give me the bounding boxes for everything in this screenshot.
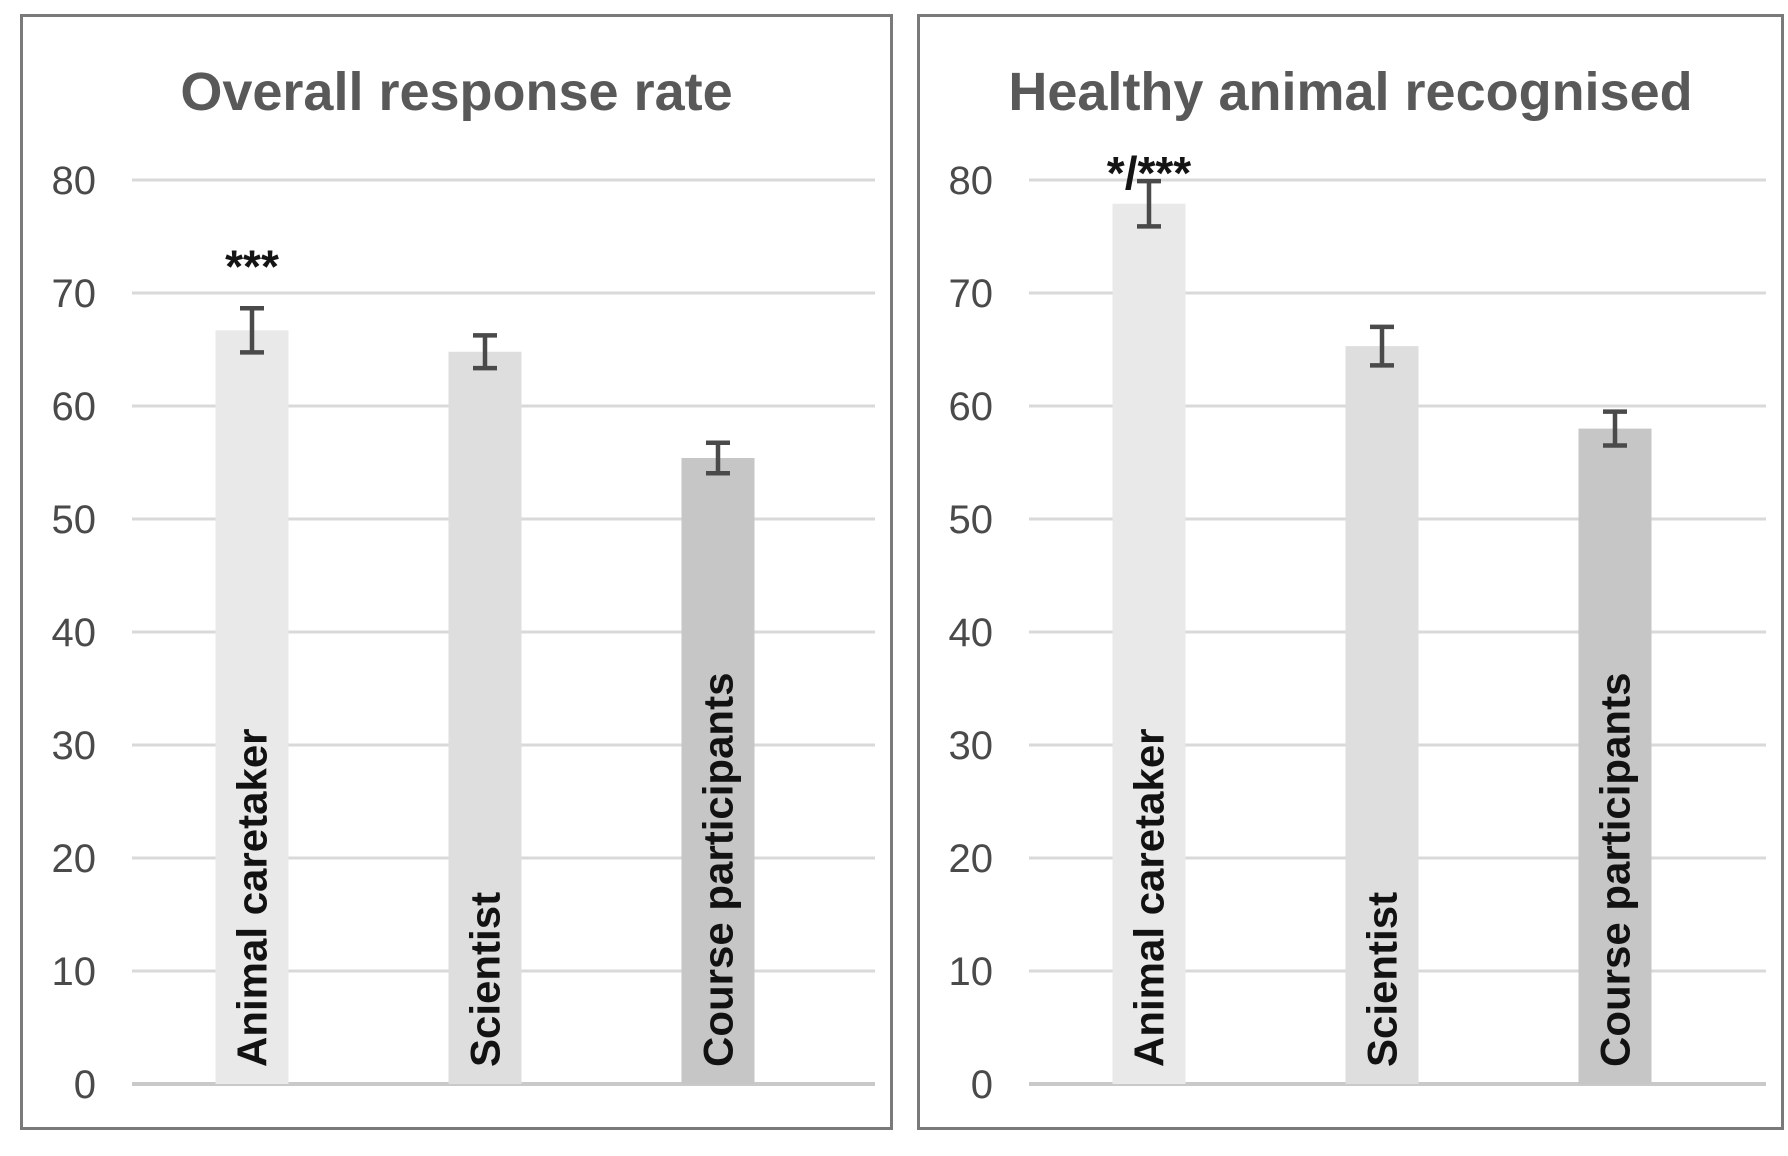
category-label-scientist: Scientist <box>1359 892 1406 1067</box>
bar-scientist <box>448 351 522 1084</box>
error-bar-animal-caretaker <box>1137 178 1161 229</box>
bar-animal-caretaker <box>215 330 289 1084</box>
category-label-animal-caretaker: Animal caretaker <box>229 728 276 1067</box>
bar-animal-caretaker <box>1112 203 1186 1085</box>
y-tick-label-40: 40 <box>52 611 97 655</box>
y-tick-label-10: 10 <box>949 950 994 994</box>
bar-course-participants <box>681 457 755 1085</box>
y-tick-label-30: 30 <box>52 724 97 768</box>
y-tick-label-80: 80 <box>52 159 97 203</box>
chart-title: Healthy animal recognised <box>1008 62 1692 122</box>
error-bar-course-participants <box>1603 409 1627 448</box>
bar-chart-overall-response-rate: Overall response rate 0 10 20 30 40 50 60 70 80 An… <box>20 14 893 1130</box>
category-label-animal-caretaker: Animal caretaker <box>1126 728 1173 1067</box>
error-bar-course-participants <box>706 440 730 476</box>
y-tick-label-60: 60 <box>52 385 97 429</box>
y-tick-label-10: 10 <box>52 950 97 994</box>
significance-annotation: */*** <box>1107 147 1191 199</box>
y-tick-label-60: 60 <box>949 385 994 429</box>
y-tick-label-40: 40 <box>949 611 994 655</box>
category-label-course-participants: Course participants <box>1592 673 1639 1067</box>
y-tick-label-0: 0 <box>971 1063 993 1107</box>
bar-course-participants <box>1578 428 1652 1085</box>
panel-border <box>917 14 1784 1130</box>
y-tick-label-70: 70 <box>52 272 97 316</box>
category-label-scientist: Scientist <box>462 892 509 1067</box>
error-bar-scientist <box>1370 324 1394 368</box>
panel-border <box>20 14 893 1130</box>
chart-panel-overall-response-rate: Overall response rate 0 10 20 30 40 50 60 70 80 An… <box>20 14 893 1130</box>
y-tick-label-70: 70 <box>949 272 994 316</box>
y-tick-label-50: 50 <box>52 498 97 542</box>
significance-annotation: *** <box>225 240 279 292</box>
y-tick-label-30: 30 <box>949 724 994 768</box>
category-label-course-participants: Course participants <box>695 673 742 1067</box>
y-tick-label-20: 20 <box>949 837 994 881</box>
y-tick-label-80: 80 <box>949 159 994 203</box>
chart-title: Overall response rate <box>180 62 732 122</box>
y-tick-label-50: 50 <box>949 498 994 542</box>
bar-chart-healthy-animal-recognised: Healthy animal recognised 0 10 20 30 40 50 60 70… <box>917 14 1784 1130</box>
error-bar-animal-caretaker <box>240 306 264 355</box>
error-bar-scientist <box>473 333 497 371</box>
chart-panel-healthy-animal-recognised: Healthy animal recognised 0 10 20 30 40 50 60 70… <box>917 14 1784 1130</box>
y-tick-label-20: 20 <box>52 837 97 881</box>
y-tick-label-0: 0 <box>74 1063 96 1107</box>
bar-scientist <box>1345 346 1419 1084</box>
